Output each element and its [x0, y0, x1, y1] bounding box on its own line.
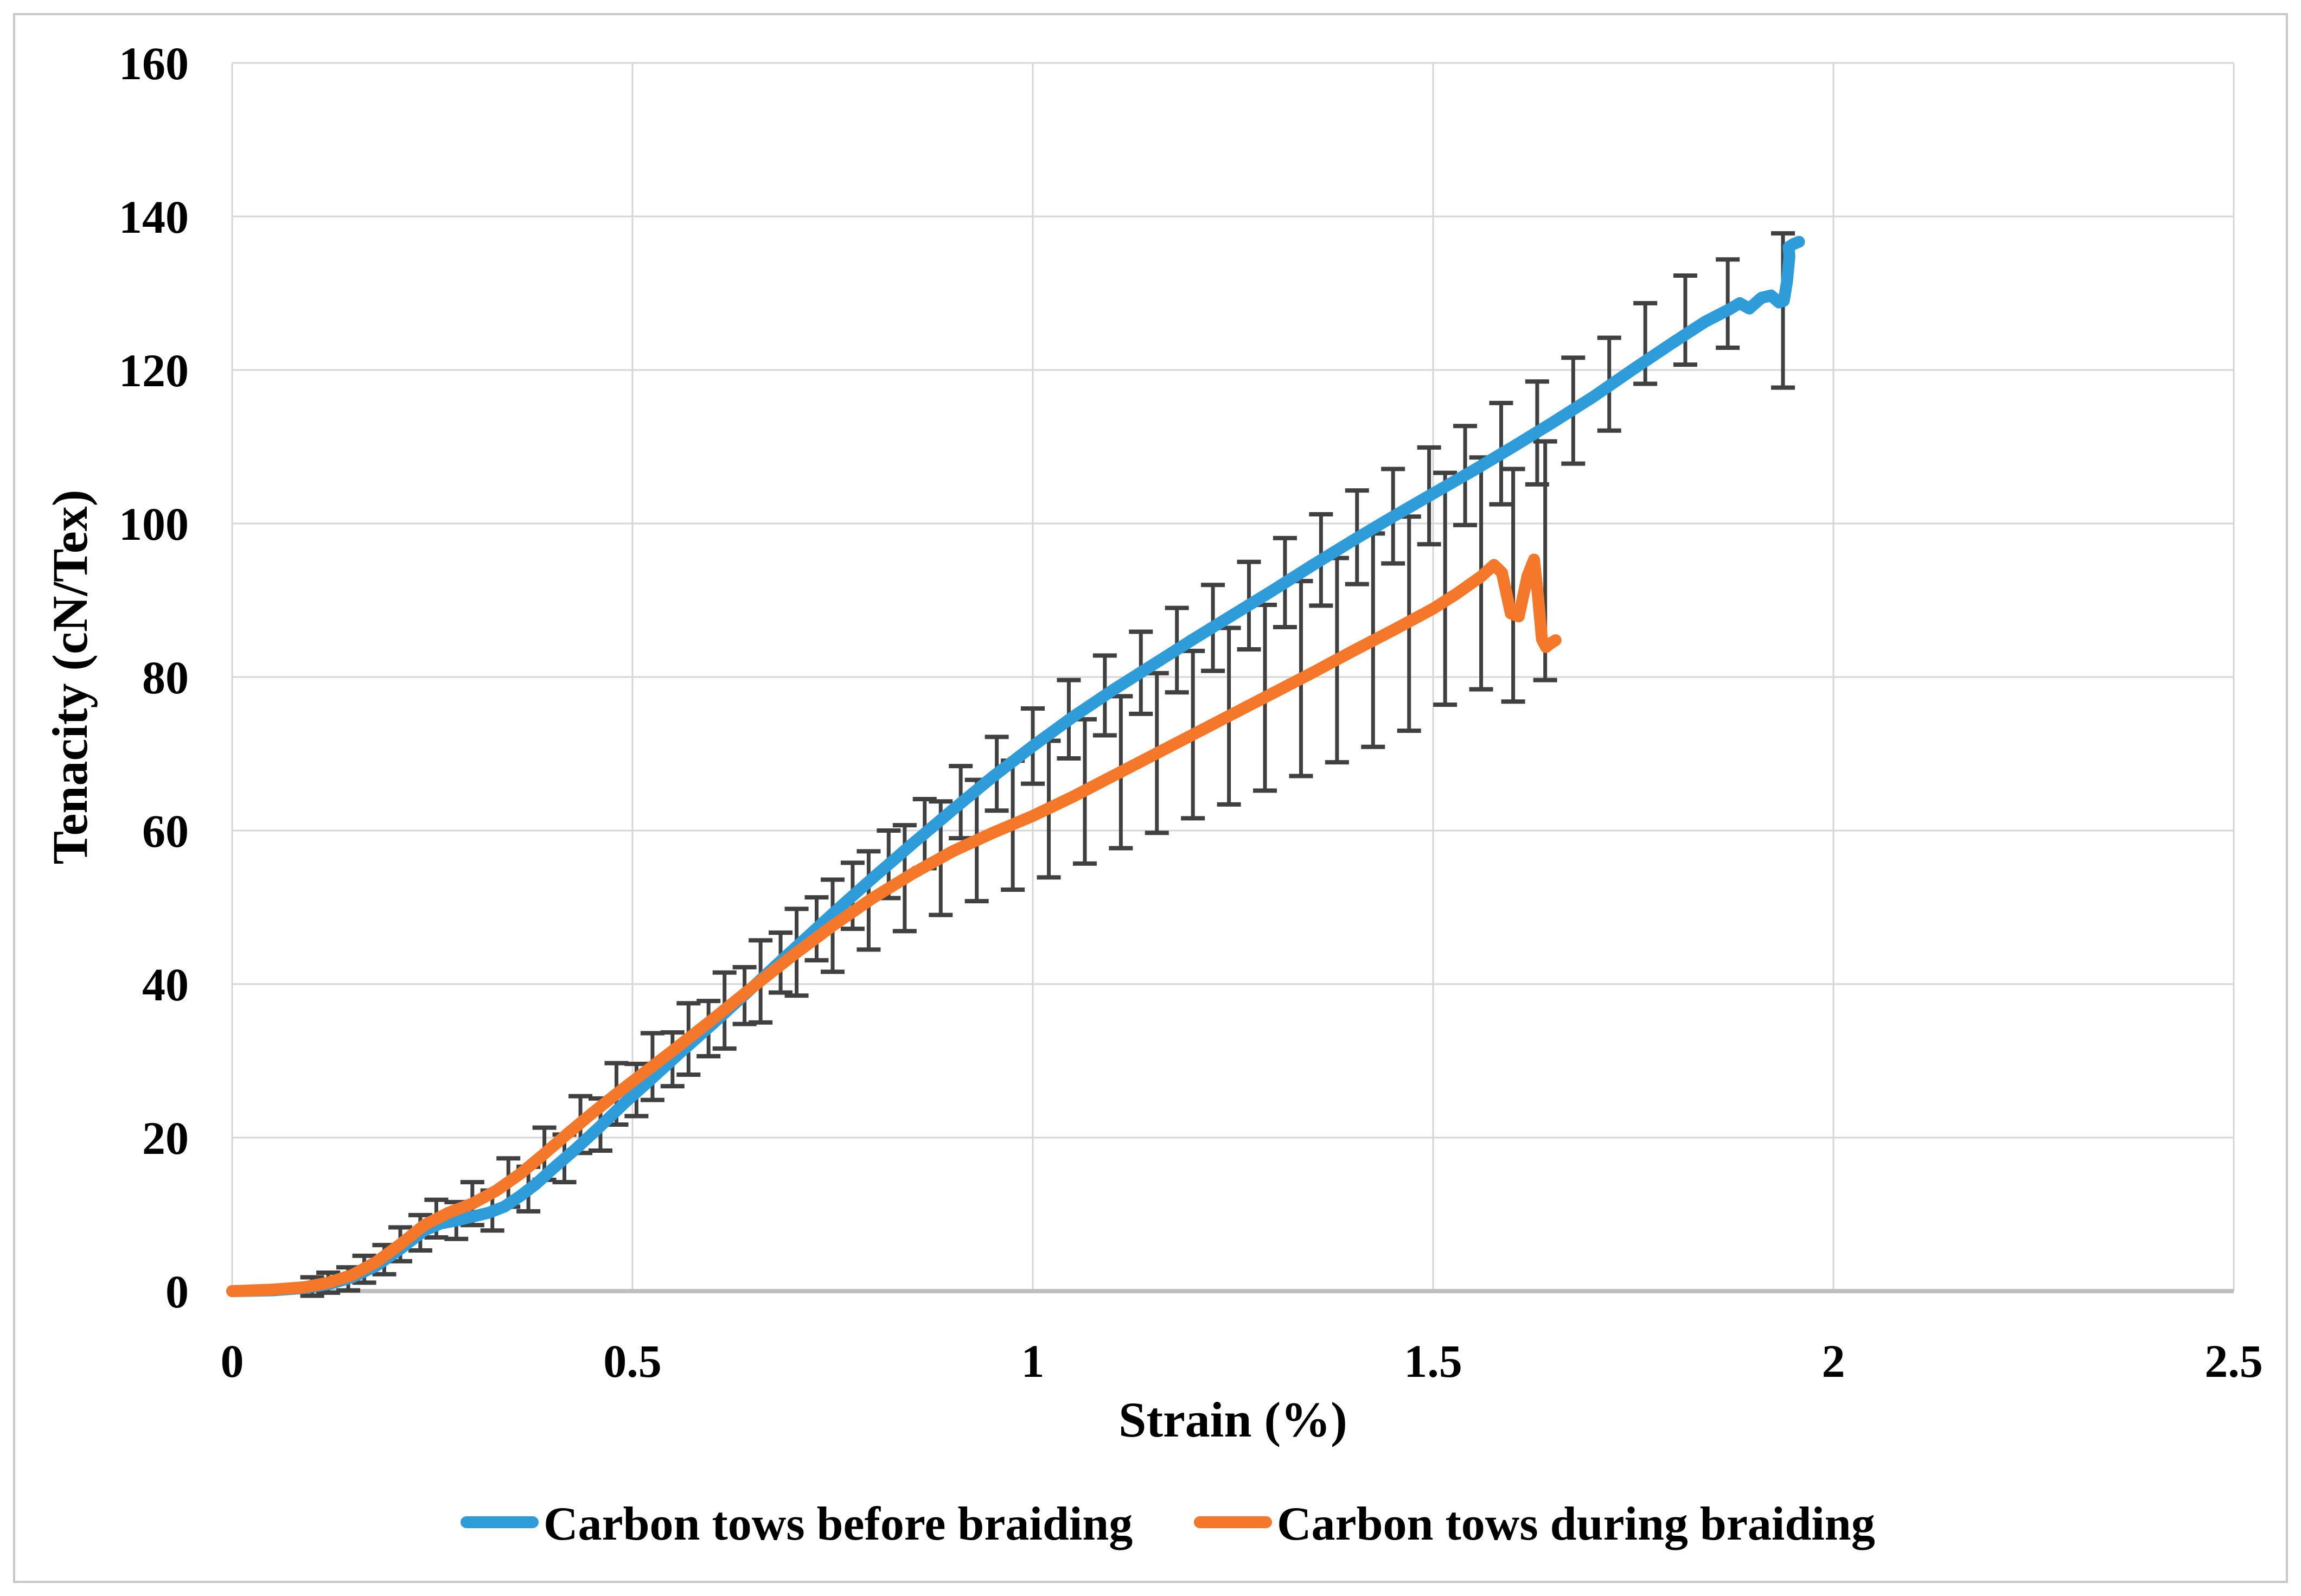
- x-tick-label: 2.5: [2204, 1335, 2263, 1387]
- series-line-before-braiding: [226, 235, 1805, 1297]
- legend-label: Carbon tows during braiding: [1277, 1498, 1875, 1550]
- x-tick-label: 0: [221, 1335, 244, 1387]
- legend-item-before-braiding: Carbon tows before braiding: [461, 1498, 1133, 1550]
- legend: Carbon tows before braiding Carbon tows …: [461, 1498, 1875, 1550]
- y-tick-label: 140: [119, 191, 189, 243]
- series-line-during-braiding: [226, 553, 1562, 1297]
- y-axis-title: Tenacity (cN/Tex): [42, 490, 98, 865]
- legend-label: Carbon tows before braiding: [544, 1498, 1133, 1550]
- x-tick-label: 1: [1021, 1335, 1045, 1387]
- y-tick-label: 0: [165, 1266, 189, 1318]
- y-tick-label: 60: [142, 805, 189, 857]
- y-tick-label: 40: [142, 959, 189, 1011]
- y-tick-label: 80: [142, 652, 189, 704]
- x-tick-label: 1.5: [1404, 1335, 1462, 1387]
- x-axis-title: Strain (%): [1118, 1392, 1347, 1447]
- y-tick-label: 120: [119, 344, 189, 397]
- y-tick-label: 20: [142, 1112, 189, 1164]
- x-tick-label: 2: [1822, 1335, 1845, 1387]
- legend-item-during-braiding: Carbon tows during braiding: [1194, 1498, 1875, 1550]
- y-tick-label: 160: [119, 37, 189, 90]
- x-tick-label: 0.5: [603, 1335, 662, 1387]
- figure-border: [13, 13, 2288, 1583]
- y-tick-label: 100: [119, 498, 189, 550]
